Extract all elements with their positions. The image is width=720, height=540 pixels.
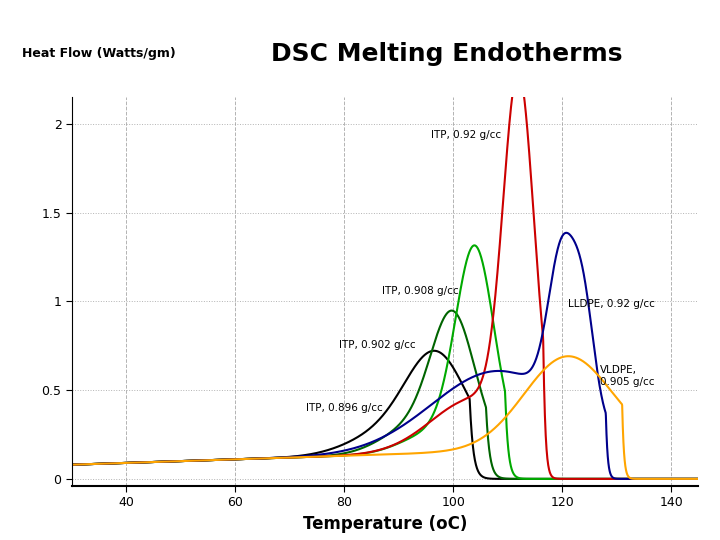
Text: ITP, 0.902 g/cc: ITP, 0.902 g/cc	[339, 340, 415, 349]
Text: ITP, 0.908 g/cc: ITP, 0.908 g/cc	[382, 286, 459, 296]
Text: LLDPE, 0.92 g/cc: LLDPE, 0.92 g/cc	[567, 299, 654, 309]
Text: VLDPE,
0.905 g/cc: VLDPE, 0.905 g/cc	[600, 365, 655, 387]
Text: DSC Melting Endotherms: DSC Melting Endotherms	[271, 42, 622, 66]
X-axis label: Temperature (oC): Temperature (oC)	[303, 515, 467, 533]
Text: ITP, 0.92 g/cc: ITP, 0.92 g/cc	[431, 130, 502, 140]
Text: ITP, 0.896 g/cc: ITP, 0.896 g/cc	[306, 403, 383, 414]
Text: Heat Flow (Watts/gm): Heat Flow (Watts/gm)	[22, 48, 176, 60]
